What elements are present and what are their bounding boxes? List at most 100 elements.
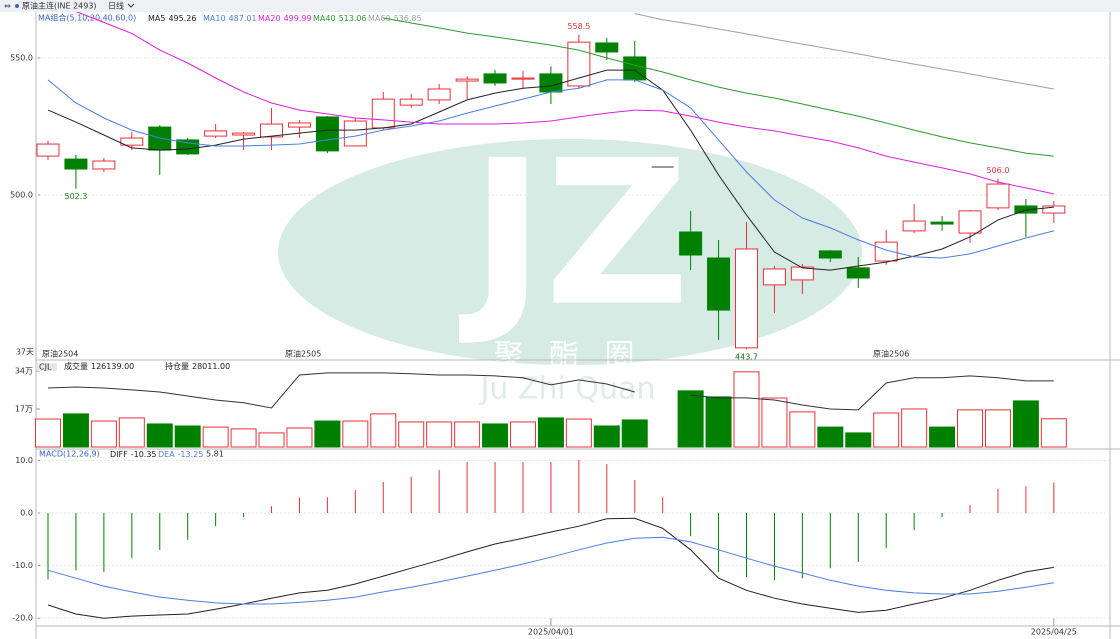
volume-bar [426, 421, 453, 448]
candle-body [1042, 205, 1066, 214]
high-label: 558.5 [567, 22, 590, 31]
candle-body [371, 98, 395, 129]
candle-body [1014, 205, 1038, 214]
candle-body [511, 77, 535, 80]
candle-body [874, 241, 898, 262]
legend-name: MA5 [148, 14, 165, 23]
candle-body [64, 158, 88, 170]
toolbar [0, 0, 1120, 12]
legend-entry: MA20 499.99 [258, 14, 312, 23]
volume-bar [817, 426, 844, 448]
legend-value: 536.85 [394, 14, 422, 23]
volume-bar [1012, 400, 1039, 448]
candle-body [399, 98, 423, 106]
candle-body [790, 266, 814, 281]
legend-value: -10.35 [131, 450, 157, 459]
volume-bar [454, 421, 481, 448]
days-label: 37天 [16, 348, 34, 357]
candle-body [539, 73, 563, 93]
candle-body [92, 160, 116, 170]
macd-line [47, 536, 1054, 605]
y-tick-label: 10.0 [15, 456, 33, 465]
macd-line [47, 517, 1054, 619]
volume-bar [984, 409, 1011, 448]
candle-body [930, 221, 954, 225]
volume-bar [761, 397, 788, 448]
volume-bar [593, 425, 620, 448]
legend-entry: MA40 513.06 [313, 14, 367, 23]
candle-body [36, 143, 60, 157]
candle-body [148, 126, 172, 151]
frames [35, 12, 1120, 639]
volume-bar [174, 425, 201, 448]
candle-body [455, 78, 479, 82]
legend-value: 513.06 [339, 14, 367, 23]
legend-entry: DIFF -10.35 [110, 450, 157, 459]
x-tick-label: 2025/04/01 [528, 628, 574, 637]
contract-label: 原油2505 [285, 349, 321, 359]
low-label: 443.7 [735, 353, 758, 362]
volume-bar [733, 371, 760, 448]
candle-body [120, 137, 144, 146]
candle-body [427, 88, 451, 101]
legend-value: 499.99 [284, 14, 312, 23]
candle-body [567, 41, 591, 87]
panel-tag [37, 363, 57, 371]
legend-name: DIFF [110, 450, 128, 459]
watermark-chinese: 聚 酯 圈 [493, 339, 642, 374]
candle-body [846, 267, 870, 279]
watermark-logo: JZ [458, 118, 689, 351]
volume-bar [398, 421, 425, 448]
legend-entry: 持仓量 28011.00 [165, 361, 230, 371]
volume-bar [314, 420, 341, 448]
high-label: 506.0 [987, 166, 1010, 175]
toolbar-icon[interactable]: ⇔ [4, 2, 11, 11]
low-label: 502.3 [64, 192, 87, 201]
legend-value: 126139.00 [91, 362, 134, 371]
contract-label: 原油2506 [873, 349, 909, 359]
symbol-dot [15, 4, 19, 8]
panel-title: CJL [39, 363, 52, 372]
legend-name: MA20 [258, 14, 281, 23]
volume-bar [1040, 418, 1067, 448]
candle-body [986, 183, 1010, 209]
volume-bar [901, 408, 928, 448]
legend-entry: DEA -13.25 [158, 450, 203, 459]
candle-body [204, 130, 228, 137]
legend-entry: MA60 536.85 [368, 14, 422, 23]
legend-entry: MA5 495.26 [148, 14, 196, 23]
volume-bar [62, 413, 89, 448]
contract-label: 原油2504 [42, 349, 78, 359]
volume-bar [342, 420, 369, 448]
volume-bar [929, 426, 956, 448]
legend-entry: MA10 487.01 [203, 14, 257, 23]
legend-title: MA组合(5,10,20,40,60,0) [38, 13, 136, 23]
candle-body [483, 73, 507, 84]
candle-body [232, 132, 256, 136]
y-tick-label: -10.0 [12, 561, 33, 570]
volume-bar [202, 426, 229, 448]
candle-body [707, 257, 731, 311]
period-selector[interactable]: 日线 [108, 1, 124, 11]
period-caret[interactable] [127, 3, 135, 8]
legend: MA组合(5,10,20,40,60,0) MA5 495.26 MA10 487.01… [38, 13, 422, 23]
legend-name: 成交量 [64, 361, 88, 371]
legend-value: 495.26 [168, 14, 196, 23]
ma-line [75, 12, 1054, 195]
volume-bar [957, 409, 984, 448]
candle-body [735, 248, 758, 349]
legend-name: MA10 [203, 14, 226, 23]
candle-body [595, 42, 619, 53]
volume-bar [482, 423, 509, 448]
volume-bar [90, 420, 117, 448]
y-tick-label: 550.0 [10, 54, 33, 63]
candle-body [762, 268, 786, 286]
candle-body [260, 123, 284, 138]
open-interest-line [47, 372, 1054, 411]
volume-bar [705, 396, 732, 448]
ma-line [383, 17, 1054, 157]
symbol-name[interactable]: 原油主连(INE 2493) [22, 1, 97, 11]
volume-bar [118, 417, 145, 448]
